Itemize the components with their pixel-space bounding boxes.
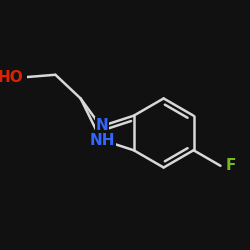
Text: F: F xyxy=(226,158,236,173)
Text: NH: NH xyxy=(90,134,115,148)
Text: N: N xyxy=(96,118,108,132)
Text: HO: HO xyxy=(0,70,24,85)
